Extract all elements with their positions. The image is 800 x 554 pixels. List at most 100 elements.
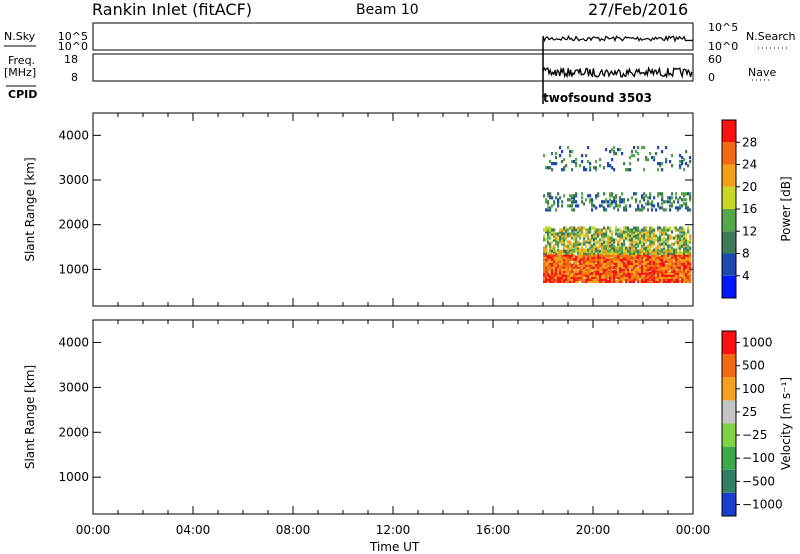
power-cell bbox=[651, 236, 654, 240]
power-cell bbox=[657, 269, 660, 273]
power-cell bbox=[583, 226, 586, 230]
power-cell bbox=[675, 259, 678, 263]
power-cell bbox=[675, 273, 678, 277]
power-cell bbox=[583, 248, 586, 252]
velocity-cb-swatch bbox=[722, 400, 736, 424]
power-cell bbox=[613, 275, 616, 279]
power-cell bbox=[627, 232, 630, 236]
power-cell bbox=[637, 230, 640, 234]
power-cell bbox=[667, 238, 670, 242]
power-cell bbox=[667, 277, 670, 281]
power-cell bbox=[561, 204, 564, 208]
power-cell bbox=[639, 255, 642, 259]
power-cell bbox=[681, 204, 684, 208]
power-cell bbox=[663, 200, 666, 204]
power-cell bbox=[665, 226, 668, 230]
power-cell bbox=[575, 192, 578, 196]
power-cell bbox=[685, 273, 688, 277]
power-cell bbox=[601, 253, 604, 257]
power-cell bbox=[639, 208, 642, 212]
power-cell bbox=[615, 204, 618, 208]
power-cell bbox=[653, 232, 656, 236]
power-cell bbox=[639, 248, 642, 252]
power-cell bbox=[631, 236, 634, 240]
power-cell bbox=[617, 208, 620, 212]
power-cell bbox=[639, 259, 642, 263]
power-cell bbox=[549, 251, 552, 255]
power-cell bbox=[575, 232, 578, 236]
power-cell bbox=[595, 244, 598, 248]
power-cell bbox=[685, 198, 688, 202]
power-cell bbox=[651, 200, 654, 204]
power-cell bbox=[567, 248, 570, 252]
power-cell bbox=[655, 277, 658, 281]
power-cell bbox=[645, 271, 648, 275]
power-cell bbox=[569, 240, 572, 244]
power-cell bbox=[683, 255, 686, 259]
power-cell bbox=[625, 208, 628, 212]
power-cell bbox=[633, 246, 636, 250]
power-cell bbox=[663, 236, 666, 240]
power-cell bbox=[687, 261, 690, 265]
power-cell bbox=[597, 271, 600, 275]
power-cell bbox=[563, 168, 566, 172]
power-cell bbox=[677, 238, 680, 242]
power-cell bbox=[683, 236, 686, 240]
power-cell bbox=[543, 263, 546, 267]
velocity-cb-tick-label: −1000 bbox=[742, 497, 783, 511]
power-cell bbox=[597, 249, 600, 253]
power-cell bbox=[641, 146, 644, 150]
power-cell bbox=[631, 150, 634, 154]
power-cell bbox=[667, 253, 670, 257]
power-cell bbox=[635, 150, 638, 154]
power-cell bbox=[653, 228, 656, 232]
power-cell bbox=[561, 200, 564, 204]
power-cell bbox=[643, 279, 646, 283]
power-cell bbox=[599, 259, 602, 263]
power-cell bbox=[623, 208, 626, 212]
power-cell bbox=[561, 255, 564, 259]
power-cell bbox=[637, 236, 640, 240]
power-cell bbox=[635, 265, 638, 269]
power-cell bbox=[563, 263, 566, 267]
power-cell bbox=[653, 267, 656, 271]
power-cell bbox=[611, 271, 614, 275]
power-cell bbox=[597, 275, 600, 279]
power-cell bbox=[573, 196, 576, 200]
power-cell bbox=[661, 248, 664, 252]
power-cell bbox=[555, 263, 558, 267]
power-cell bbox=[663, 267, 666, 271]
power-cell bbox=[639, 279, 642, 283]
power-cell bbox=[667, 273, 670, 277]
power-cell bbox=[571, 248, 574, 252]
power-cell bbox=[657, 255, 660, 259]
power-cell bbox=[553, 269, 556, 273]
power-cell bbox=[589, 271, 592, 275]
power-cell bbox=[553, 253, 556, 257]
power-cell bbox=[627, 277, 630, 281]
power-cell bbox=[677, 200, 680, 204]
power-cell bbox=[589, 162, 592, 166]
power-cell bbox=[611, 232, 614, 236]
power-cell bbox=[603, 246, 606, 250]
power-cell bbox=[619, 200, 622, 204]
x-axis-title: Time UT bbox=[370, 540, 420, 554]
power-cell bbox=[635, 267, 638, 271]
power-cell bbox=[625, 271, 628, 275]
power-cell bbox=[595, 267, 598, 271]
power-cell bbox=[545, 200, 548, 204]
power-cell bbox=[579, 234, 582, 238]
power-cell bbox=[595, 240, 598, 244]
power-cell bbox=[633, 259, 636, 263]
power-cell bbox=[675, 206, 678, 210]
power-cell bbox=[629, 265, 632, 269]
power-cell bbox=[631, 265, 634, 269]
power-cell bbox=[611, 273, 614, 277]
power-cell bbox=[551, 259, 554, 263]
power-cell bbox=[661, 263, 664, 267]
power-cell bbox=[613, 246, 616, 250]
power-cell bbox=[611, 194, 614, 198]
power-cell bbox=[581, 261, 584, 265]
power-cell bbox=[631, 196, 634, 200]
power-cell bbox=[621, 261, 624, 265]
